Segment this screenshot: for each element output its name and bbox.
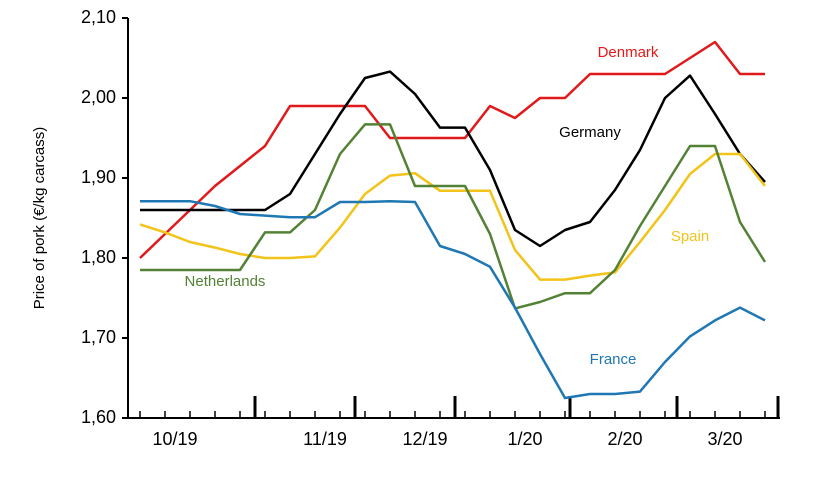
series-line [140,199,766,400]
y-tick-label: 2,10 [81,7,116,27]
x-tick-label: 3/20 [707,429,742,449]
series-label: Netherlands [185,273,266,290]
y-tick-label: 1,60 [81,407,116,427]
series-label: Spain [671,228,709,245]
series-label: Germany [559,124,621,141]
y-axis-label: Price of pork (€/kg carcass) [31,127,48,310]
series-label: France [590,351,637,368]
y-tick-label: 1,90 [81,167,116,187]
series-line [139,40,765,259]
x-tick-label: 1/20 [507,429,542,449]
series-label: Denmark [598,44,659,61]
series-line [140,123,767,310]
y-tick-label: 1,70 [81,327,116,347]
x-tick-label: 10/19 [152,429,197,449]
series-line [140,70,766,248]
y-tick-label: 2,00 [81,87,116,107]
series-line [139,152,766,281]
x-tick-label: 12/19 [402,429,447,449]
x-tick-label: 11/19 [303,429,347,449]
x-tick-label: 2/20 [607,429,642,449]
y-tick-label: 1,80 [81,247,116,267]
